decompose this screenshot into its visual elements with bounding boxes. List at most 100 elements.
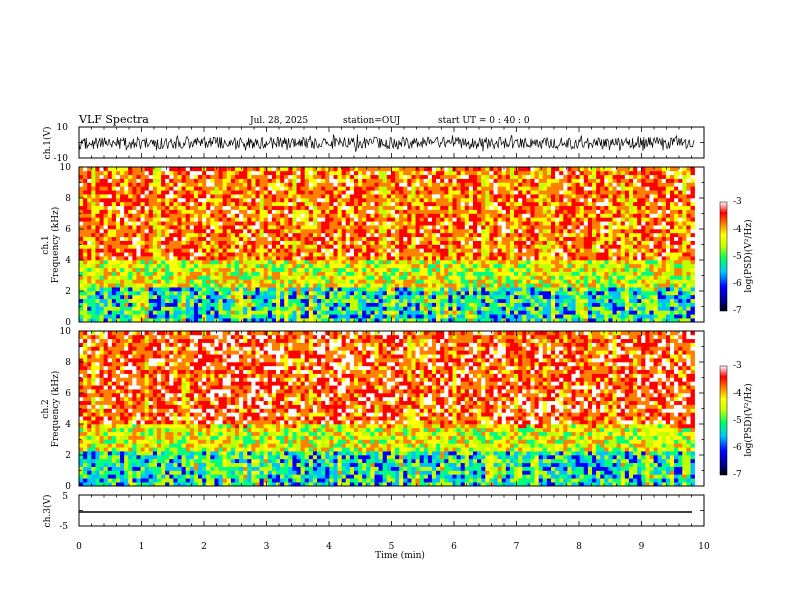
spectrogram-cell <box>210 209 215 214</box>
spectrogram-cell <box>148 225 154 230</box>
spectrogram-cell <box>534 205 539 210</box>
spectrogram-cell <box>193 302 199 307</box>
spectrogram-cell <box>464 306 470 311</box>
spectrogram-cell <box>431 275 437 280</box>
spectrogram-cell <box>161 256 166 261</box>
spectrogram-cell <box>321 194 326 199</box>
spectrogram-cell <box>431 318 437 323</box>
spectrogram-cell <box>440 201 445 207</box>
spectrogram-cell <box>337 201 342 207</box>
spectrogram-cell <box>530 244 535 249</box>
spectrogram-cell <box>509 310 515 315</box>
spectrogram-cell <box>128 186 133 191</box>
spectrogram-cell <box>481 236 486 241</box>
spectrogram-cell <box>271 271 277 276</box>
spectrogram-cell <box>243 186 248 191</box>
ch1-ytick-bottom: -10 <box>54 154 69 164</box>
spectrogram-cell <box>87 217 92 222</box>
spectrogram-cell <box>411 283 416 288</box>
spectrogram-cell <box>587 275 593 280</box>
spectrogram-cell <box>497 225 503 230</box>
spectrogram-cell <box>79 232 84 238</box>
spectrogram-cell <box>386 279 392 284</box>
spectrogram-cell <box>505 298 511 303</box>
spectrogram-cell <box>427 283 433 288</box>
spectrogram-cell <box>497 252 503 257</box>
spectrogram-cell <box>103 291 109 296</box>
spectrogram-cell <box>267 318 273 323</box>
spectrogram-cell <box>288 298 293 303</box>
spectrogram-cell <box>477 291 482 296</box>
spectrogram-cell <box>181 244 186 249</box>
spectrogram-cell <box>111 248 117 253</box>
spectrogram-cell <box>370 240 375 245</box>
spectrogram-cell <box>177 190 182 195</box>
spectrogram-cell <box>427 291 433 296</box>
spectrogram-cell <box>522 229 527 234</box>
spectrogram-cell <box>325 194 330 199</box>
spectrogram-cell <box>152 302 158 307</box>
spectrogram-cell <box>567 267 572 272</box>
spectrogram-cell <box>144 260 150 265</box>
spectrogram-cell <box>370 213 375 218</box>
spectrogram-cell <box>440 178 445 183</box>
spectrogram-cell <box>103 279 109 284</box>
spectrogram-cell <box>156 232 162 238</box>
spectrogram-cell <box>575 170 580 176</box>
spectrogram-cell <box>210 213 215 218</box>
spectrogram-cell <box>468 291 474 296</box>
spectrogram-cell <box>202 260 207 265</box>
spectrogram-cell <box>571 271 576 276</box>
spectrogram-cell <box>477 279 482 284</box>
spectrogram-cell <box>83 252 88 257</box>
spectrogram-cell <box>415 205 420 210</box>
spectrogram-cell <box>185 174 191 179</box>
spectrogram-cell <box>514 279 519 284</box>
spectrogram-cell <box>374 182 379 187</box>
spectrogram-cell <box>202 294 207 300</box>
spectrogram-cell <box>427 232 433 238</box>
spectrogram-cell <box>91 190 96 195</box>
spectrogram-cell <box>259 298 264 303</box>
spectrogram-cell <box>111 291 117 296</box>
spectrogram-cell <box>518 252 523 257</box>
spectrogram-cell <box>563 213 568 218</box>
spectrogram-cell <box>103 201 109 207</box>
spectrogram-cell <box>276 198 281 203</box>
spectrogram-cell <box>124 244 129 249</box>
spectrogram-cell <box>202 287 207 292</box>
spectrogram-cell <box>473 275 478 280</box>
spectrogram-cell <box>284 306 289 311</box>
spectrogram-cell <box>243 232 248 238</box>
spectrogram-cell <box>226 240 232 245</box>
spectrogram-cell <box>156 229 162 234</box>
spectrogram-cell <box>559 302 564 307</box>
spectrogram-cell <box>386 298 392 303</box>
spectrogram-cell <box>559 240 564 245</box>
spectrogram-cell <box>181 283 186 288</box>
spectrogram-cell <box>144 170 150 176</box>
spectrogram-cell <box>349 198 355 203</box>
spectrogram-cell <box>571 217 576 222</box>
spectrogram-cell <box>567 252 572 257</box>
spectrogram-cell <box>349 229 355 234</box>
spectrogram-cell <box>317 240 322 245</box>
spectrogram-cell <box>378 186 383 191</box>
spectrogram-cell <box>444 182 449 187</box>
spectrogram-cell <box>333 248 338 253</box>
spectrogram-cell <box>284 229 289 234</box>
spectrogram-cell <box>522 167 527 172</box>
spectrogram-cell <box>509 209 515 214</box>
spectrogram-cell <box>526 283 531 288</box>
spectrogram-cell <box>300 205 306 210</box>
spectrogram-cell <box>407 244 412 249</box>
spectrogram-cell <box>308 186 314 191</box>
spectrogram-cell <box>378 252 383 257</box>
spectrogram-cell <box>473 302 478 307</box>
spectrogram-cell <box>403 229 408 234</box>
spectrogram-cell <box>411 314 416 319</box>
spectrogram-cell <box>243 260 248 265</box>
spectrogram-cell <box>296 178 301 183</box>
spectrogram-cell <box>341 271 347 276</box>
spectrogram-cell <box>538 190 544 195</box>
